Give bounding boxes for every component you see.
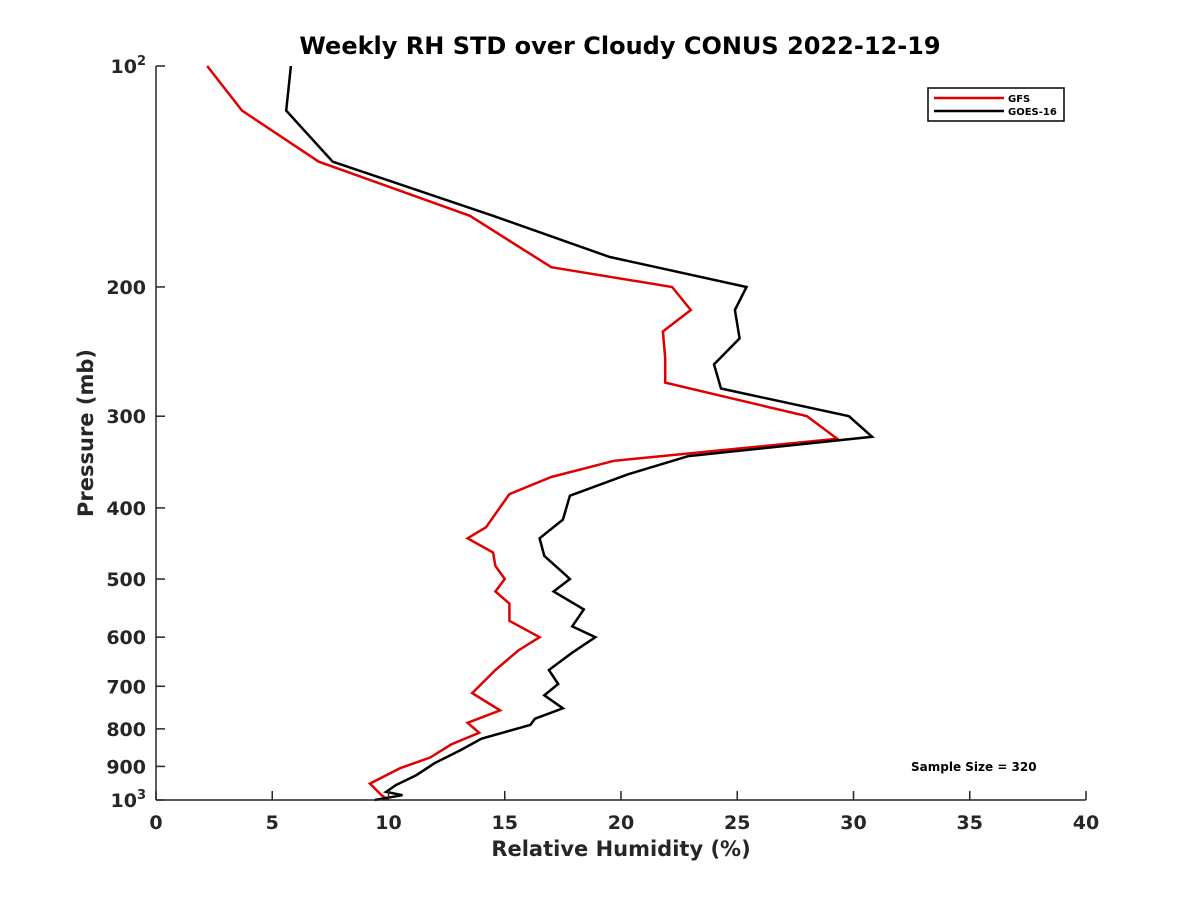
y-tick-label: 300 [106, 406, 146, 428]
series-layer [206, 65, 876, 802]
x-tick-label: 5 [266, 812, 279, 834]
x-tick-label: 10 [375, 812, 401, 834]
y-tick-label: 800 [106, 719, 146, 741]
legend-label-goes16: GOES-16 [1008, 107, 1057, 118]
x-tick-label: 40 [1073, 812, 1099, 834]
x-tick-label: 0 [149, 812, 162, 834]
legend-box [927, 87, 1065, 122]
x-tick-label: 15 [492, 812, 518, 834]
x-tick-label: 20 [608, 812, 634, 834]
x-axis-label: Relative Humidity (%) [491, 837, 750, 861]
legend: GFS GOES-16 [927, 87, 1065, 122]
y-tick-label: 102 [111, 54, 147, 78]
series-line-goes16 [284, 65, 876, 802]
x-tick-label: 35 [957, 812, 983, 834]
series-line-gfs [206, 65, 841, 802]
y-tick-label: 500 [106, 569, 146, 591]
x-ticks: 0 5 10 15 20 25 30 35 40 [149, 791, 1099, 834]
y-ticks: 102 200 300 400 500 600 700 800 900 103 [106, 54, 165, 812]
x-tick-label: 25 [724, 812, 750, 834]
legend-label-gfs: GFS [1008, 94, 1030, 105]
x-tick-label: 30 [840, 812, 866, 834]
y-tick-label: 900 [106, 756, 146, 778]
y-tick-label: 700 [106, 676, 146, 698]
y-tick-label: 400 [106, 498, 146, 520]
chart-title: Weekly RH STD over Cloudy CONUS 2022-12-… [299, 32, 940, 60]
y-tick-label: 200 [106, 277, 146, 299]
y-axis-label: Pressure (mb) [74, 349, 98, 517]
y-tick-label: 600 [106, 627, 146, 649]
y-tick-label: 103 [111, 788, 147, 812]
sample-size-annotation: Sample Size = 320 [911, 760, 1037, 774]
